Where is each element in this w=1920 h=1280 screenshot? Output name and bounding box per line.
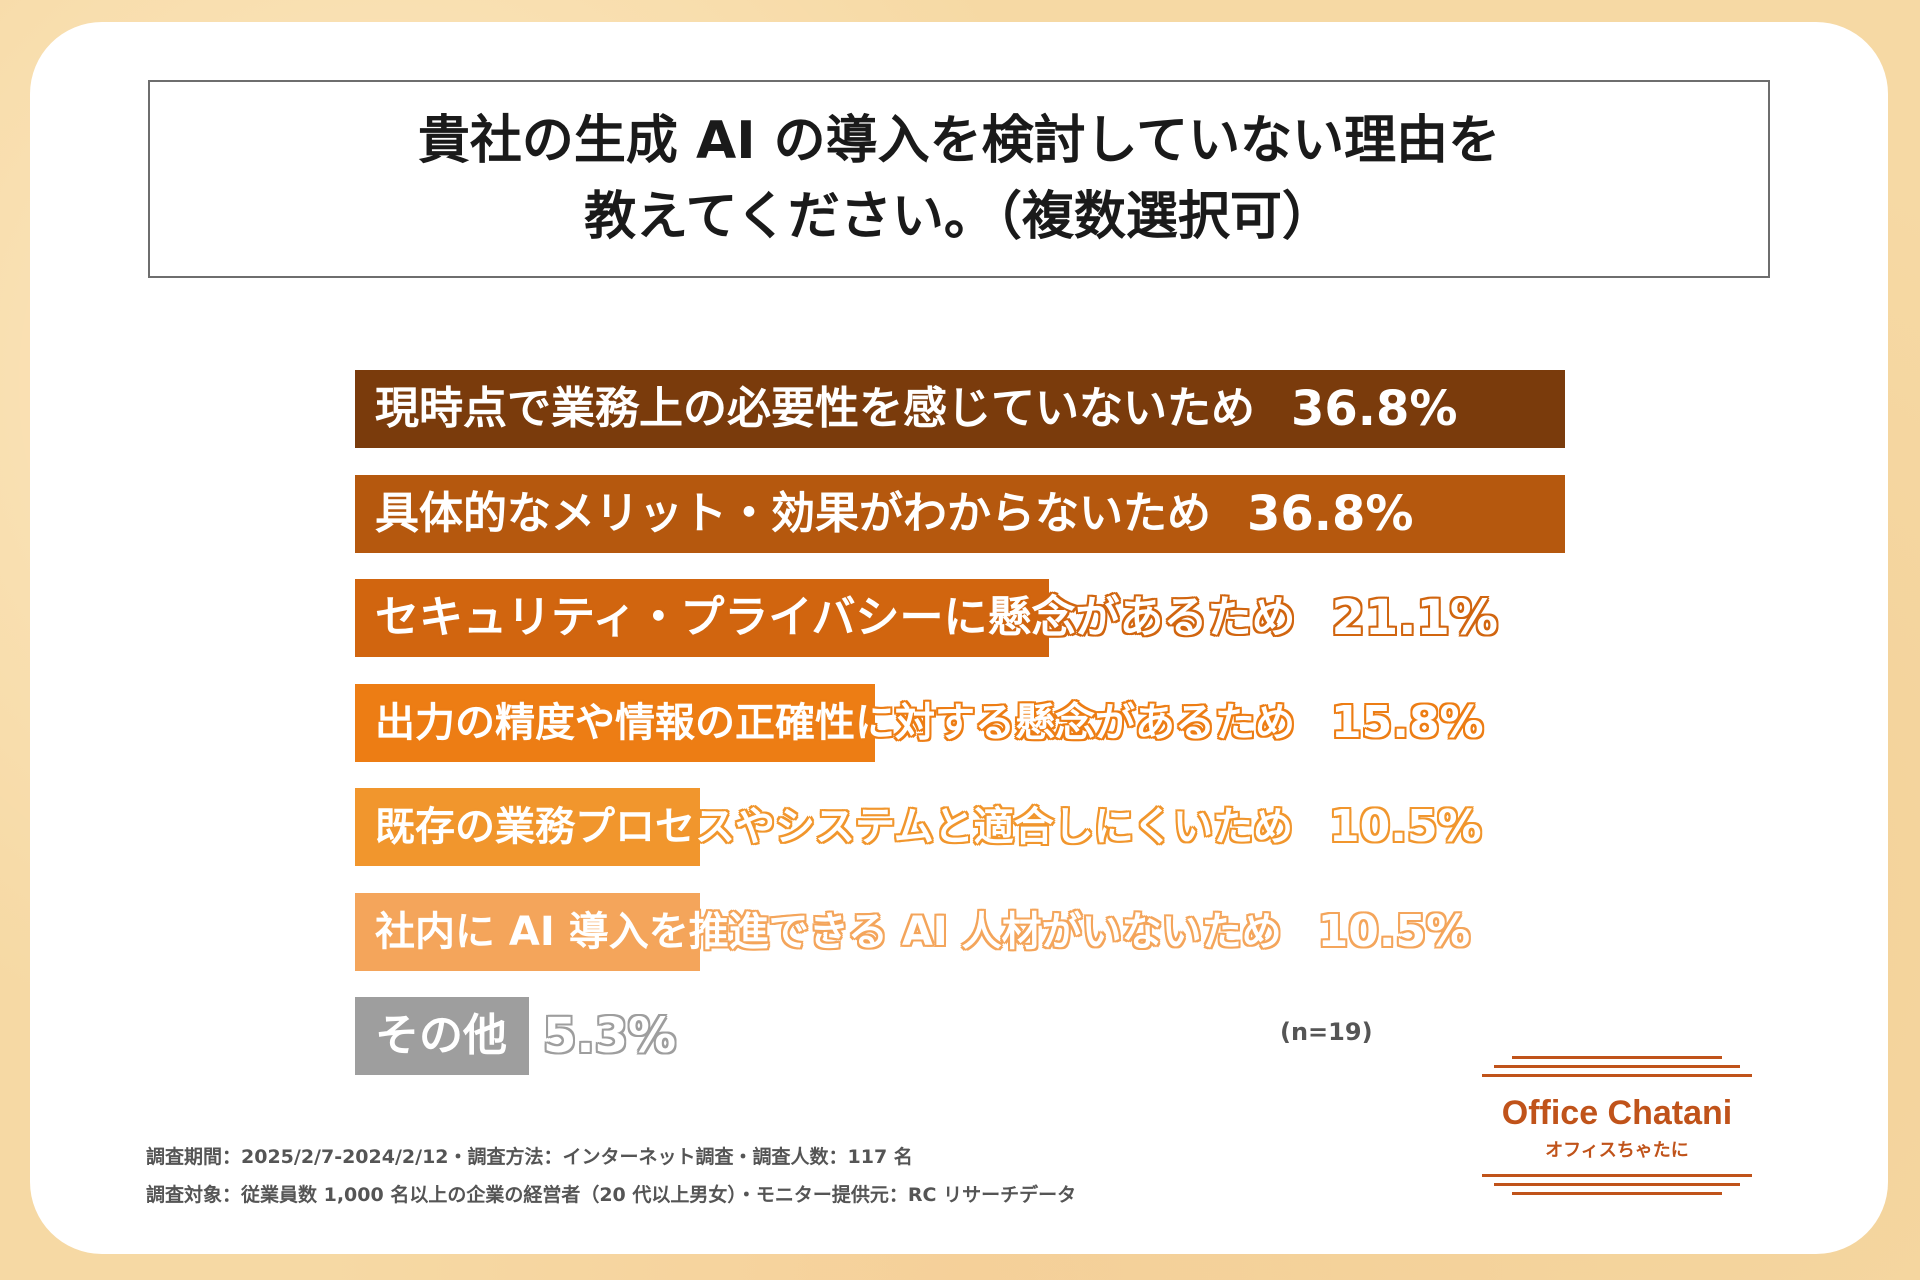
category-label-4: 出力の精度や情報の正確性に対する懸念があるため (375, 700, 1295, 746)
bar-label-group-2: 具体的なメリット・効果がわからないため 36.8% (375, 475, 1414, 553)
category-label-2: 具体的なメリット・効果がわからないため (375, 488, 1211, 539)
value-label-1: 36.8% (1291, 381, 1458, 437)
value-label-4: 15.8% (1331, 697, 1484, 748)
value-label-7: 5.3% (543, 1008, 677, 1064)
bar-1 (355, 370, 1565, 448)
bar-7 (355, 997, 529, 1075)
logo-top-lines (1482, 1056, 1752, 1083)
value-label-6: 10.5% (1317, 906, 1471, 957)
bar-4 (355, 684, 875, 762)
bar-5 (355, 788, 700, 866)
bar-label-group-1: 現時点で業務上の必要性を感じていないため 36.8% (375, 370, 1458, 448)
category-label-3: セキュリティ・プライバシーに懸念があるため (375, 592, 1296, 643)
bar-6 (355, 893, 700, 971)
value-label-5: 10.5% (1329, 801, 1482, 852)
question-title-box: 貴社の生成 AI の導入を検討していない理由を 教えてください。（複数選択可） (148, 80, 1770, 278)
bar-label-group-3: セキュリティ・プライバシーに懸念があるため 21.1% (375, 579, 1498, 657)
bar-label-group-5: 既存の業務プロセスやシステムと適合しにくいため 10.5% (375, 788, 1482, 866)
logo-name: Office Chatani (1501, 1094, 1733, 1132)
category-label-7: その他 (375, 1010, 507, 1061)
value-label-2: 36.8% (1247, 486, 1414, 542)
category-label-6: 社内に AI 導入を推進できる AI 人材がいないため (375, 909, 1282, 955)
bar-label-group-4: 出力の精度や情報の正確性に対する懸念があるため 15.8% (375, 684, 1484, 762)
category-label-5: 既存の業務プロセスやシステムと適合しにくいため (375, 804, 1293, 850)
value-label-3: 21.1% (1331, 590, 1499, 646)
category-label-1: 現時点で業務上の必要性を感じていないため (375, 383, 1255, 434)
logo-bottom-lines (1482, 1174, 1752, 1201)
office-chatani-logo: Office Chatani オフィスちゃたに (1482, 1056, 1752, 1204)
bar-label-group-6: 社内に AI 導入を推進できる AI 人材がいないため 10.5% (375, 893, 1470, 971)
footnote-survey-target: 調査対象：従業員数 1,000 名以上の企業の経営者（20 代以上男女）・モニタ… (146, 1184, 1077, 1206)
sample-size-label: (n=19) (1280, 1018, 1373, 1046)
logo-subtitle: オフィスちゃたに (1545, 1140, 1689, 1161)
bar-3 (355, 579, 1049, 657)
bar-2 (355, 475, 1565, 553)
question-title-line-1: 貴社の生成 AI の導入を検討していない理由を (417, 111, 1501, 171)
footnote-survey-period: 調査期間：2025/2/7-2024/2/12・調査方法：インターネット調査・調… (146, 1146, 913, 1168)
bar-label-group-7: その他 5.3% (375, 997, 676, 1075)
question-title-line-2: 教えてください。（複数選択可） (584, 187, 1334, 247)
